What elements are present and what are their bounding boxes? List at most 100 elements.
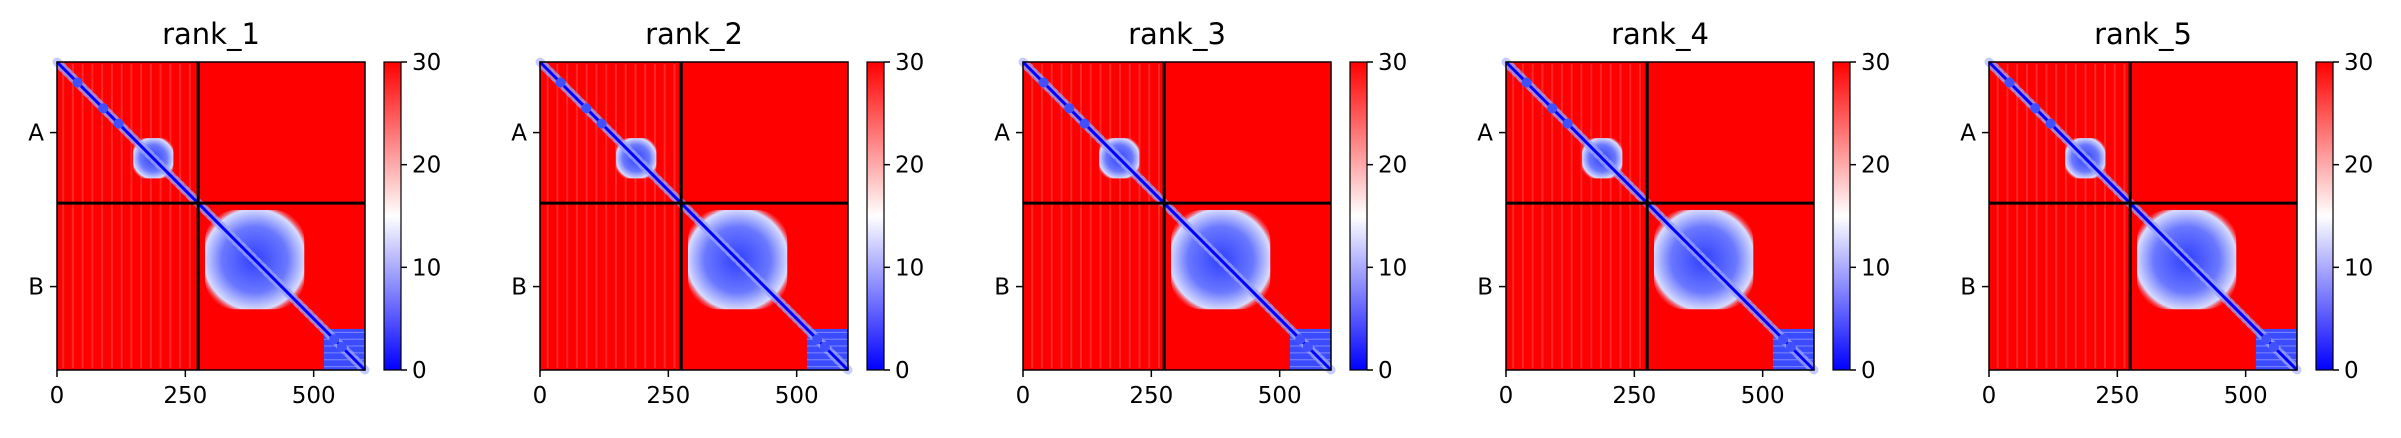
heatmap-streak [546, 64, 549, 368]
colorbar [1832, 61, 1851, 371]
heatmap-streak [663, 64, 666, 368]
heatmap-streak [2035, 64, 2038, 368]
heatmap-streak [1109, 64, 1112, 368]
heatmap-streak [1031, 64, 1034, 368]
diagonal-band [538, 60, 850, 372]
heatmap-streak [2064, 64, 2067, 368]
diagonal-knot [581, 103, 592, 114]
y-tick-label: B [511, 275, 527, 301]
diagonal-knot [1785, 341, 1796, 352]
heatmap-streak [1512, 64, 1515, 368]
heatmap-streak [2045, 64, 2048, 368]
panel-title: rank_3 [1128, 17, 1226, 51]
diagonal-knot [812, 334, 823, 345]
heatmap-streak [2084, 64, 2087, 368]
diagonal-knot [2004, 77, 2015, 88]
x-tick-label: 250 [1612, 383, 1656, 409]
diagonal-knot [2268, 341, 2279, 352]
heatmap-streak [1599, 64, 1602, 368]
diagonal-knot [1064, 103, 1075, 114]
colorbar-tick-label: 20 [2344, 153, 2373, 179]
x-tick-label: 0 [533, 383, 548, 409]
heatmap-streak [1089, 64, 1092, 368]
colorbar-tick-label: 10 [1861, 255, 1890, 281]
heatmap-frame [1988, 61, 2298, 371]
diagonal-knot [329, 334, 340, 345]
heatmap-streak [595, 64, 598, 368]
heatmap-streak [140, 64, 143, 368]
heatmap-streak [566, 64, 569, 368]
x-tick-label: 250 [646, 383, 690, 409]
colorbar [2315, 61, 2334, 371]
x-tick-label: 0 [50, 383, 65, 409]
heatmap-streak [1118, 64, 1121, 368]
heatmap-streak [2103, 64, 2106, 368]
colorbar [1349, 61, 1368, 371]
x-tick-label: 500 [1741, 383, 1785, 409]
diagonal-band [1504, 60, 1816, 372]
heatmap-streak [1099, 64, 1102, 368]
heatmap-streak [188, 64, 191, 368]
heatmap-streak [1040, 64, 1043, 368]
colorbar-tick-label: 0 [412, 358, 427, 384]
colorbar-tick-label: 0 [2344, 358, 2359, 384]
colorbar-tick-label: 30 [895, 50, 924, 76]
heatmap-streak [62, 64, 65, 368]
heatmap-streak [2123, 64, 2126, 368]
x-tick-label: 500 [1258, 383, 1302, 409]
heatmap-streak [2074, 64, 2077, 368]
heatmap-streak [1070, 64, 1073, 368]
heatmap-streak [644, 64, 647, 368]
panel-3: rank_3 0 250 500 A B 0 10 20 30 [994, 17, 1407, 409]
y-tick-label: B [994, 275, 1010, 301]
heatmap-streak [81, 64, 84, 368]
x-tick-label: 0 [1016, 383, 1031, 409]
diagonal-knot [2261, 334, 2272, 345]
diagonal-knot [1778, 334, 1789, 345]
colorbar-tick-label: 10 [1378, 255, 1407, 281]
x-tick-label: 250 [1129, 383, 1173, 409]
colorbar [383, 61, 402, 371]
heatmap-streak [71, 64, 74, 368]
heatmap-streak [2113, 64, 2116, 368]
heatmap-streak [605, 64, 608, 368]
heatmap-streak [110, 64, 113, 368]
diagonal-band [55, 60, 367, 372]
heatmap-streak [1050, 64, 1053, 368]
heatmap-streak [614, 64, 617, 368]
diagonal-knot [596, 118, 607, 129]
heatmap-streak [1158, 64, 1161, 368]
heatmap-frame [1022, 61, 1332, 371]
diagonal-knot [1295, 334, 1306, 345]
heatmap-streak [1580, 64, 1583, 368]
colorbar-tick-label: 30 [2344, 50, 2373, 76]
colorbar-tick-label: 30 [1378, 50, 1407, 76]
diagonal-knot [98, 103, 109, 114]
heatmap-streak [1531, 64, 1534, 368]
heatmap-streak [101, 64, 104, 368]
colorbar-tick-label: 10 [2344, 255, 2373, 281]
heatmap-streak [1996, 64, 1999, 368]
diagonal-knot [1079, 118, 1090, 129]
diagonal-knot [1038, 77, 1049, 88]
panel-title: rank_4 [1611, 17, 1709, 51]
y-tick-label: A [1960, 121, 1976, 147]
y-tick-label: B [1960, 275, 1976, 301]
diagonal-knot [336, 341, 347, 352]
y-tick-label: B [1477, 275, 1493, 301]
colorbar-tick-label: 0 [1378, 358, 1393, 384]
heatmap-streak [556, 64, 559, 368]
colorbar-tick-label: 20 [412, 153, 441, 179]
heatmap-streak [2025, 64, 2028, 368]
heatmap-streak [1148, 64, 1151, 368]
heatmap-streak [1619, 64, 1622, 368]
colorbar-tick-label: 0 [1861, 358, 1876, 384]
diagonal-knot [1302, 341, 1313, 352]
panel-title: rank_1 [162, 17, 260, 51]
heatmap-streak [1551, 64, 1554, 368]
heatmap-streak [169, 64, 172, 368]
heatmap-streak [1079, 64, 1082, 368]
heatmap-streak [91, 64, 94, 368]
diagonal-knot [819, 341, 830, 352]
